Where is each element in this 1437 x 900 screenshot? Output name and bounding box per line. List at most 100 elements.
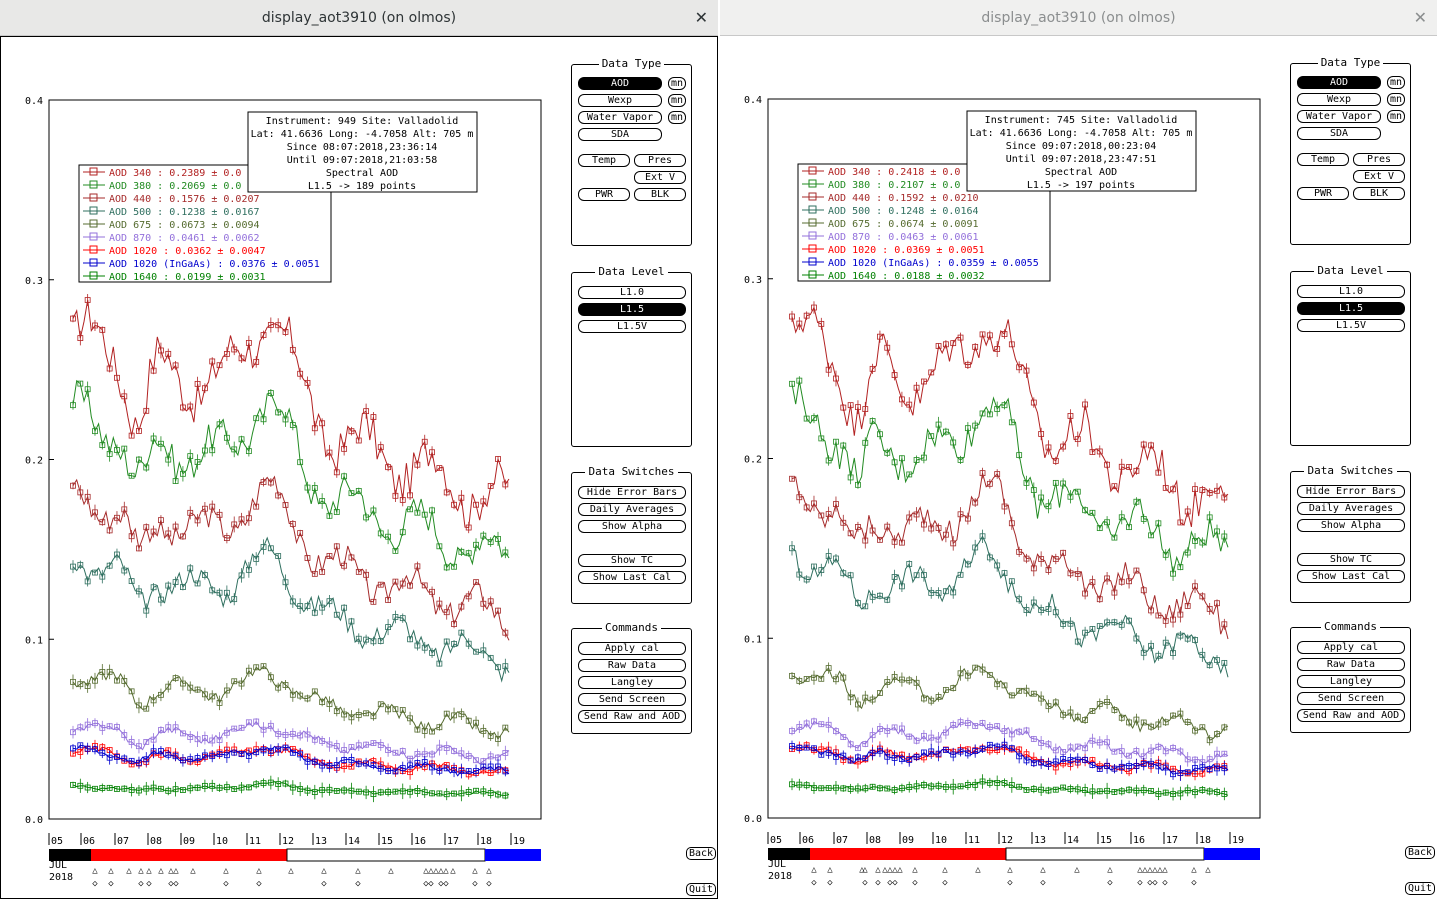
pres-button[interactable]: Pres (634, 154, 686, 167)
apply-cal-button[interactable]: Apply cal (578, 642, 686, 655)
apply-cal-button[interactable]: Apply cal (1297, 641, 1405, 654)
data-point (253, 556, 260, 562)
data-point (473, 757, 479, 764)
data-point (275, 731, 282, 737)
x-tick-label: 09 (183, 836, 195, 847)
water-vapor-mn-button[interactable]: mn (1387, 110, 1405, 123)
blk-button[interactable]: BLK (1353, 187, 1405, 200)
wexp-button[interactable]: Wexp (578, 94, 662, 107)
langley-button[interactable]: Langley (578, 676, 686, 689)
aod-button[interactable]: AOD (578, 77, 662, 90)
temp-button[interactable]: Temp (578, 154, 630, 167)
data-point (840, 519, 847, 526)
data-point (260, 747, 267, 754)
wexp-mn-button[interactable]: mn (1387, 93, 1405, 106)
show-tc-button[interactable]: Show TC (1297, 553, 1405, 566)
data-point (385, 706, 391, 713)
sda-button[interactable]: SDA (578, 128, 662, 141)
data-point (1162, 551, 1169, 558)
triangle-marker: △ (859, 865, 865, 875)
wexp-button[interactable]: Wexp (1297, 93, 1381, 106)
data-point (847, 572, 854, 579)
data-point (1001, 780, 1008, 786)
show-last-cal-button[interactable]: Show Last Cal (1297, 570, 1405, 583)
send-screen-button[interactable]: Send Screen (1297, 692, 1405, 705)
data-point (811, 304, 817, 311)
legend-label: AOD 340 : 0.2389 ± 0.0 (109, 168, 241, 179)
data-point (348, 618, 355, 625)
send-raw-and-aod-button[interactable]: Send Raw and AOD (578, 710, 686, 723)
data-point (1045, 787, 1052, 794)
data-point (899, 756, 905, 762)
quit-button[interactable]: Quit (1405, 882, 1436, 895)
daily-averages-button[interactable]: Daily Averages (578, 503, 686, 516)
data-point (385, 597, 391, 603)
send-screen-button[interactable]: Send Screen (578, 693, 686, 706)
series-aod-1020-ingaas- (789, 737, 1229, 781)
data-point (348, 744, 355, 750)
raw-data-button[interactable]: Raw Data (1297, 658, 1405, 671)
blk-button[interactable]: BLK (634, 188, 686, 201)
pwr-button[interactable]: PWR (1297, 187, 1349, 200)
hide-error-bars-button[interactable]: Hide Error Bars (578, 486, 686, 499)
pres-button[interactable]: Pres (1353, 153, 1405, 166)
close-icon[interactable]: ✕ (694, 8, 708, 27)
data-point (1170, 650, 1176, 656)
data-point (869, 750, 876, 757)
data-point (282, 502, 289, 508)
show-last-cal-button[interactable]: Show Last Cal (578, 571, 686, 584)
show-alpha-button[interactable]: Show Alpha (578, 520, 686, 533)
level-l1-5-button[interactable]: L1.5 (578, 303, 686, 316)
x-tick-label: 18 (1199, 835, 1211, 846)
data-point (1067, 570, 1074, 577)
data-point (811, 415, 817, 422)
data-point (1074, 436, 1081, 443)
close-icon[interactable]: ✕ (1413, 8, 1427, 27)
level-l1-0-button[interactable]: L1.0 (578, 286, 686, 299)
data-point (429, 764, 435, 771)
level-l1-5v-button[interactable]: L1.5V (1297, 319, 1405, 332)
daily-averages-button[interactable]: Daily Averages (1297, 502, 1405, 515)
data-point (825, 366, 832, 373)
diamond-marker: ◇ (223, 879, 229, 889)
raw-data-button[interactable]: Raw Data (578, 659, 686, 672)
ext-v-button[interactable]: Ext V (634, 171, 686, 184)
ext-v-button[interactable]: Ext V (1353, 170, 1405, 183)
titlebar[interactable]: display_aot3910 (on olmos) ✕ (720, 0, 1437, 36)
show-tc-button[interactable]: Show TC (578, 554, 686, 567)
data-point (319, 498, 326, 504)
data-point (1126, 763, 1132, 769)
quit-button[interactable]: Quit (686, 883, 717, 896)
triangle-marker: △ (256, 866, 262, 876)
data-point (1118, 714, 1125, 721)
data-point (348, 490, 355, 497)
aod-button[interactable]: AOD (1297, 76, 1381, 89)
data-point (465, 789, 472, 795)
wexp-mn-button[interactable]: mn (668, 94, 686, 107)
data-point (165, 530, 172, 537)
show-alpha-button[interactable]: Show Alpha (1297, 519, 1405, 532)
data-point (1030, 399, 1037, 406)
langley-button[interactable]: Langley (1297, 675, 1405, 688)
level-l1-5v-button[interactable]: L1.5V (578, 320, 686, 333)
send-raw-and-aod-button[interactable]: Send Raw and AOD (1297, 709, 1405, 722)
aod-mn-button[interactable]: mn (668, 77, 686, 90)
water-vapor-mn-button[interactable]: mn (668, 111, 686, 124)
back-button[interactable]: Back (686, 847, 717, 860)
temp-button[interactable]: Temp (1297, 153, 1349, 166)
data-point (877, 592, 883, 599)
data-point (884, 727, 891, 734)
data-point (70, 315, 76, 322)
water-vapor-button[interactable]: Water Vapor (1297, 110, 1381, 123)
aod-mn-button[interactable]: mn (1387, 76, 1405, 89)
water-vapor-button[interactable]: Water Vapor (578, 111, 662, 124)
hide-error-bars-button[interactable]: Hide Error Bars (1297, 485, 1405, 498)
sda-button[interactable]: SDA (1297, 127, 1381, 140)
level-l1-0-button[interactable]: L1.0 (1297, 285, 1405, 298)
level-l1-5-button[interactable]: L1.5 (1297, 302, 1405, 315)
titlebar[interactable]: display_aot3910 (on olmos) ✕ (0, 0, 718, 36)
pwr-button[interactable]: PWR (578, 188, 630, 201)
data-point (891, 755, 898, 761)
data-point (253, 749, 260, 756)
back-button[interactable]: Back (1405, 846, 1436, 859)
